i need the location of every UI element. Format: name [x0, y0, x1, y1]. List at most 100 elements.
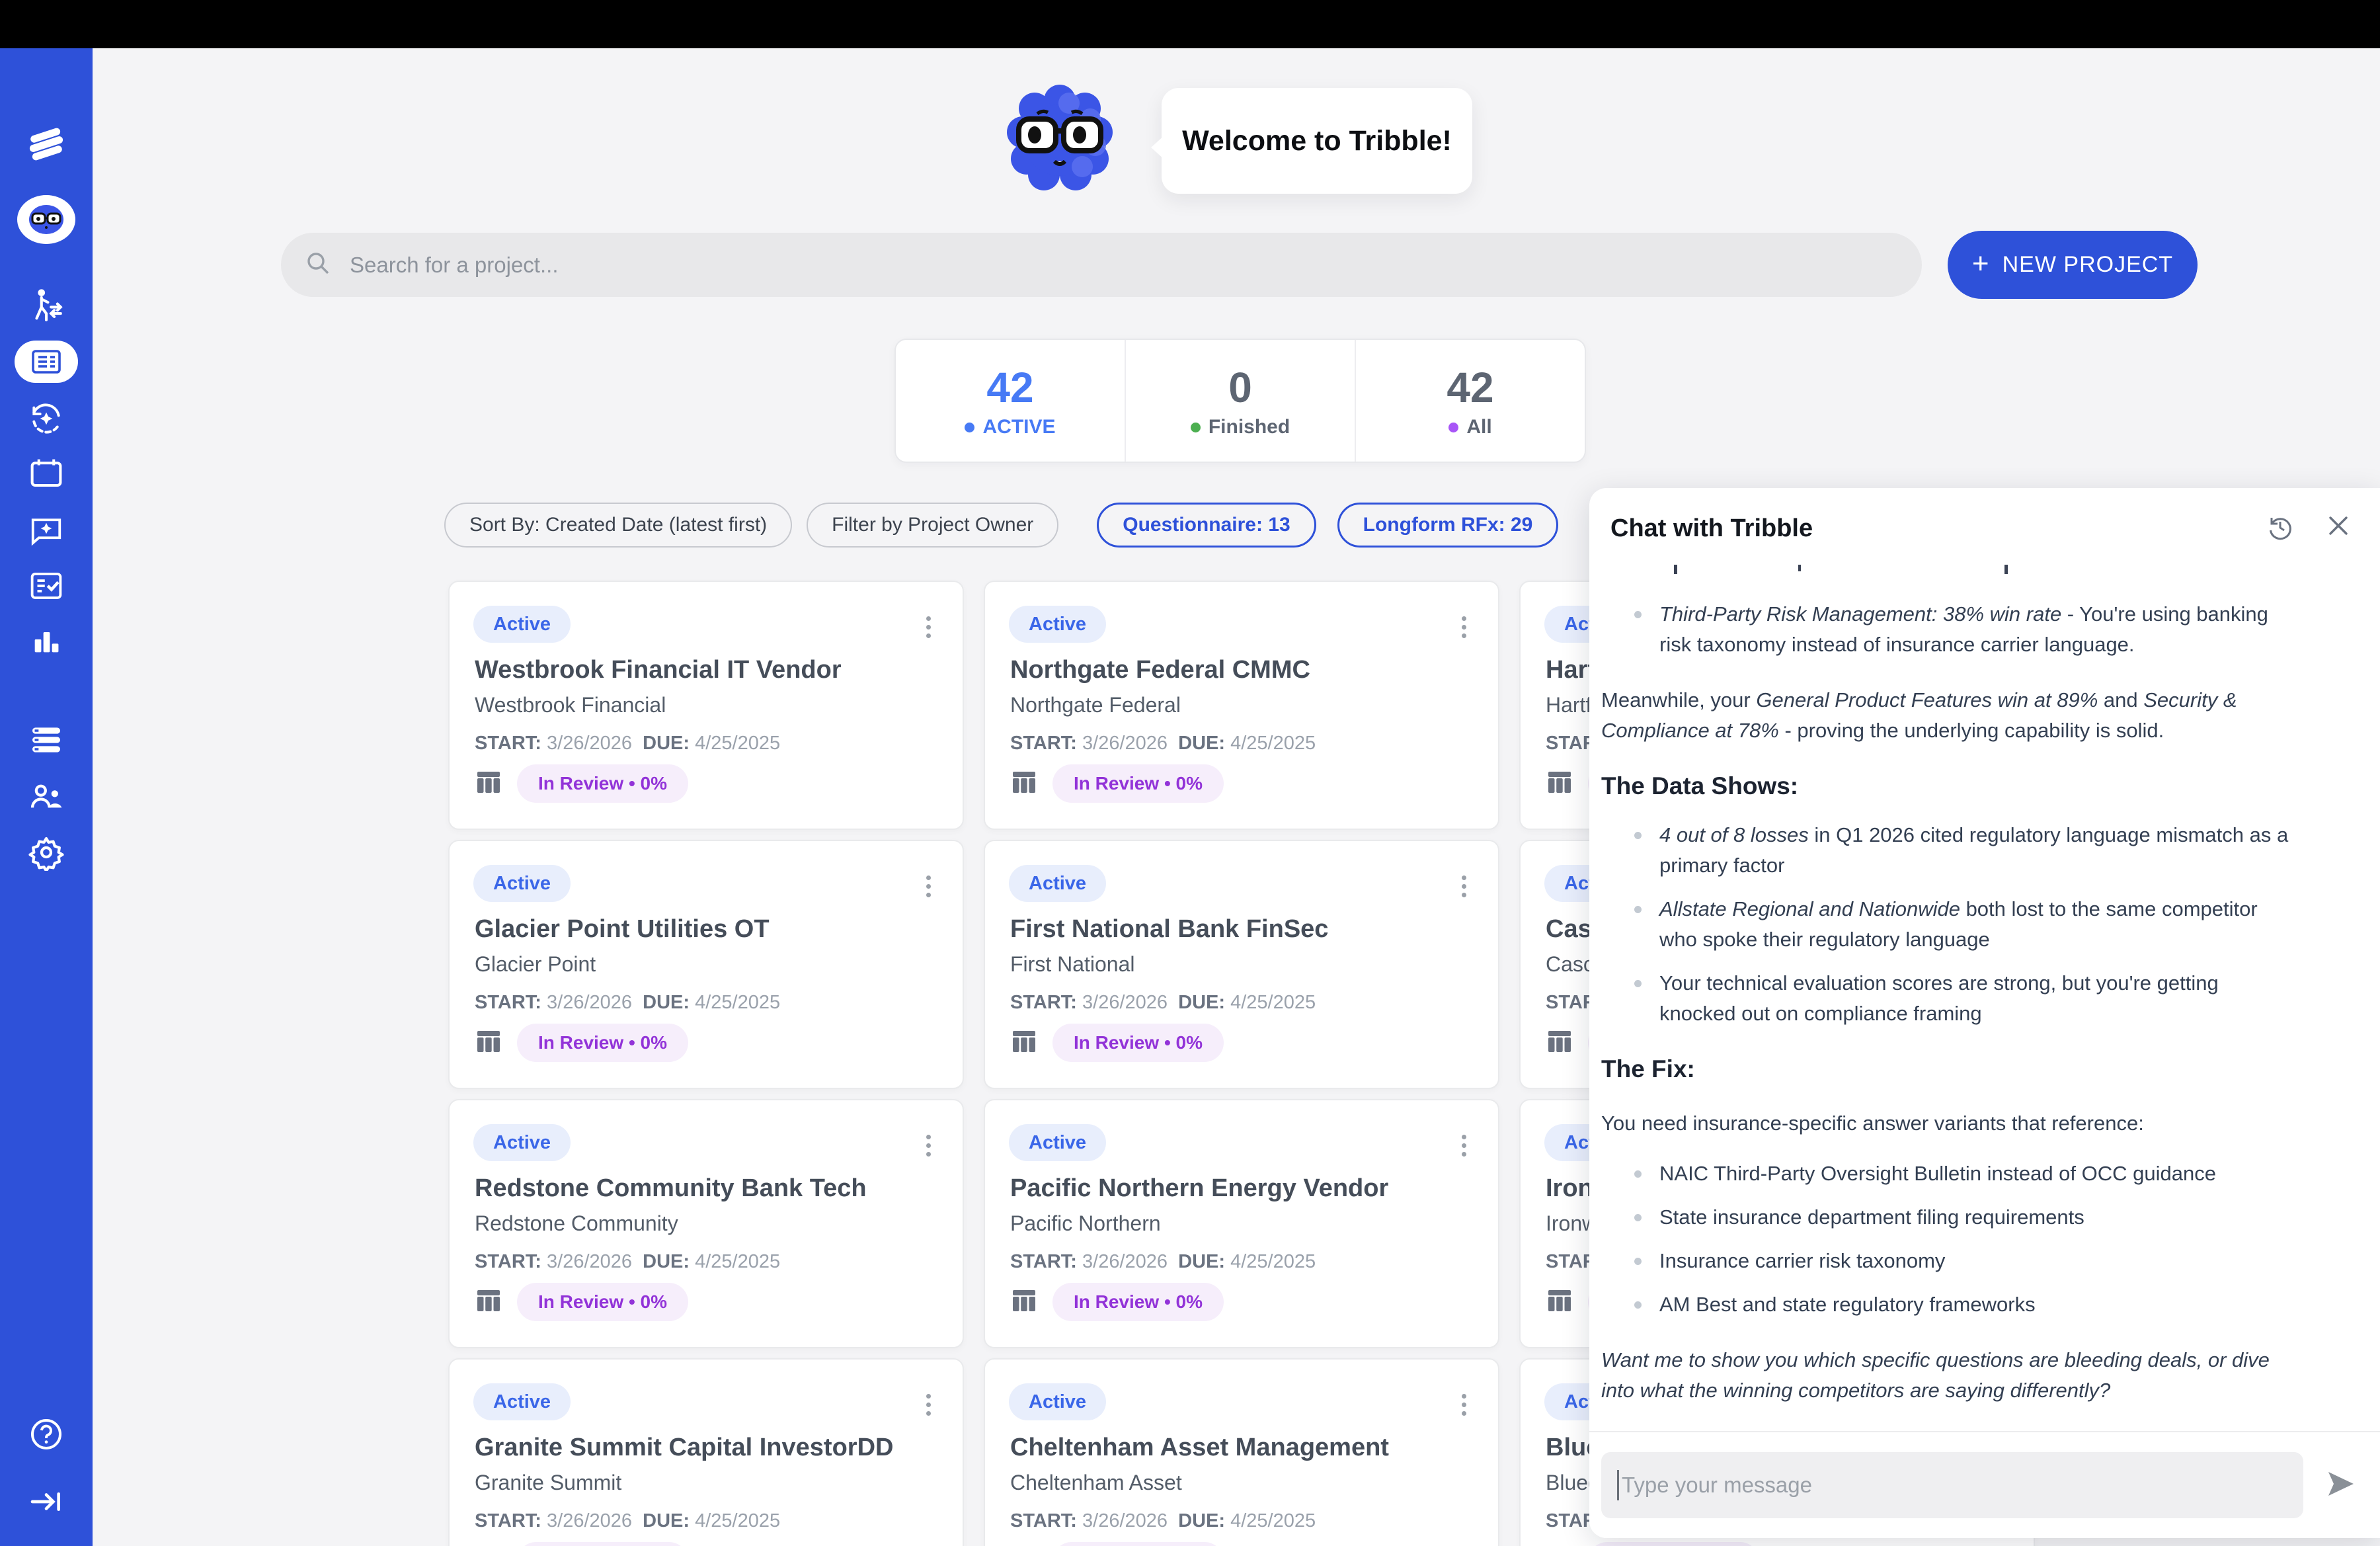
sync-sparkle-icon[interactable]	[0, 400, 93, 437]
project-title: Pacific Northern Energy Vendor	[1010, 1174, 1389, 1202]
status-badge: Active	[473, 606, 571, 643]
stat-label: All	[1448, 416, 1492, 438]
welcome-bubble: Welcome to Tribble!	[1151, 88, 1472, 194]
chat-title: Chat with Tribble	[1610, 514, 1813, 542]
table-grid-icon	[1546, 769, 1573, 799]
filter-chip[interactable]: Filter by Project Owner	[807, 503, 1059, 548]
project-card[interactable]: Active Granite Summit Capital InvestorDD…	[448, 1358, 964, 1546]
status-badge: Active	[1009, 865, 1107, 902]
table-grid-icon	[475, 1287, 502, 1317]
chat-bullet-item: Third-Party Risk Management: 38% win rat…	[1600, 599, 2295, 660]
status-badge: Active	[1009, 1124, 1107, 1161]
system-top-bar	[0, 0, 2380, 48]
welcome-text: Welcome to Tribble!	[1182, 124, 1452, 157]
status-badge: Active	[473, 865, 571, 902]
project-dates: START: 3/26/2026 DUE: 4/25/2025	[475, 733, 781, 754]
kebab-menu-icon[interactable]	[1448, 607, 1480, 647]
chat-panel: Chat with Tribble Third-Party Risk Manag…	[1589, 488, 2380, 1538]
project-subtitle: Ironw	[1546, 1211, 1598, 1235]
search-placeholder: Search for a project...	[350, 252, 559, 277]
chat-bullet-item: State insurance department filing requir…	[1600, 1202, 2295, 1233]
chat-section-heading: The Fix:	[1601, 1055, 1695, 1082]
chat-bullet-item: Your technical evaluation scores are str…	[1600, 968, 2295, 1029]
send-icon[interactable]	[2323, 1467, 2358, 1504]
stat-value: 42	[1447, 364, 1494, 411]
filter-chip[interactable]: Sort By: Created Date (latest first)	[444, 503, 793, 548]
chat-section-heading: The Data Shows:	[1601, 772, 1799, 799]
chat-header: Chat with Tribble	[1589, 488, 2380, 557]
history-icon[interactable]	[2265, 512, 2295, 546]
new-project-button[interactable]: + NEW PROJECT	[1948, 231, 2198, 299]
stat-label: ACTIVE	[965, 416, 1056, 438]
tribble-logo-icon[interactable]	[0, 122, 93, 166]
project-stats-card: 42 ACTIVE 0 Finished 42 All	[894, 339, 1586, 463]
chat-paragraph: Meanwhile, your General Product Features…	[1601, 688, 2237, 742]
review-progress-pill: In Review • 0%	[1052, 1283, 1224, 1321]
users-icon[interactable]	[0, 778, 93, 815]
close-icon[interactable]	[2324, 512, 2352, 546]
calendar-icon[interactable]	[0, 456, 93, 491]
chat-input-placeholder: Type your message	[1622, 1473, 1812, 1497]
project-dates: START: 3/26/2026 DUE: 4/25/2025	[475, 992, 781, 1013]
kebab-menu-icon[interactable]	[1448, 1385, 1480, 1424]
review-progress-pill: In Review • 0%	[517, 1024, 688, 1062]
project-subtitle: Northgate Federal	[1010, 693, 1181, 717]
stat-tab-active[interactable]: 42 ACTIVE	[896, 340, 1125, 462]
mascot-avatar-icon[interactable]	[0, 195, 93, 244]
search-input[interactable]: Search for a project...	[281, 233, 1922, 297]
tribble-mascot	[1000, 82, 1119, 199]
project-card[interactable]: Active Pacific Northern Energy Vendor Pa…	[984, 1099, 1499, 1348]
kebab-menu-icon[interactable]	[1448, 866, 1480, 906]
chat-paragraph: You need insurance-specific answer varia…	[1601, 1112, 2144, 1135]
content-stack-icon[interactable]	[0, 721, 93, 758]
review-progress-pill: In Review • 0%	[1052, 1024, 1224, 1062]
kebab-menu-icon[interactable]	[1448, 1125, 1480, 1165]
filter-chip[interactable]: Questionnaire: 13	[1097, 503, 1316, 548]
kebab-menu-icon[interactable]	[912, 607, 944, 647]
sidebar-item-projects-active[interactable]	[0, 341, 93, 383]
project-card[interactable]: Active Westbrook Financial IT Vendor Wes…	[448, 581, 964, 830]
stat-dot-icon	[1190, 422, 1201, 432]
chat-sparkle-icon[interactable]	[0, 512, 93, 548]
project-card[interactable]: Active Northgate Federal CMMC Northgate …	[984, 581, 1499, 830]
clipped-message-line	[1600, 559, 2295, 575]
chat-bullet-item: 4 out of 8 losses in Q1 2026 cited regul…	[1600, 820, 2295, 881]
table-grid-icon	[1010, 1028, 1038, 1058]
onboarding-walk-icon[interactable]	[0, 286, 93, 325]
table-grid-icon	[1010, 769, 1038, 799]
filter-chip[interactable]: Longform RFx: 29	[1337, 503, 1559, 548]
review-progress-pill: In Review • 0%	[517, 764, 688, 803]
project-subtitle: Cheltenham Asset	[1010, 1471, 1182, 1494]
settings-gear-icon[interactable]	[0, 834, 93, 871]
project-title: Northgate Federal CMMC	[1010, 656, 1310, 684]
project-subtitle: Glacier Point	[475, 952, 596, 976]
stat-tab-all[interactable]: 42 All	[1355, 340, 1585, 462]
project-subtitle: Hartf	[1546, 693, 1592, 717]
search-icon	[303, 249, 333, 281]
project-card[interactable]: Active Glacier Point Utilities OT Glacie…	[448, 840, 964, 1089]
project-subtitle: First National	[1010, 952, 1135, 976]
kebab-menu-icon[interactable]	[912, 1125, 944, 1165]
plus-icon: +	[1971, 247, 1989, 280]
tasks-checklist-icon[interactable]	[0, 568, 93, 604]
stat-tab-finished[interactable]: 0 Finished	[1125, 340, 1355, 462]
project-subtitle: Westbrook Financial	[475, 693, 666, 717]
project-dates: START: 3/26/2026 DUE: 4/25/2025	[475, 1251, 781, 1272]
stat-dot-icon	[965, 422, 975, 432]
review-progress-pill: In Review • 0%	[1052, 764, 1224, 803]
project-card[interactable]: Active Cheltenham Asset Management Chelt…	[984, 1358, 1499, 1546]
table-grid-icon	[475, 769, 502, 799]
project-dates: START: 3/26/2026 DUE: 4/25/2025	[1010, 1251, 1316, 1272]
kebab-menu-icon[interactable]	[912, 866, 944, 906]
help-icon[interactable]	[0, 1416, 93, 1453]
project-card[interactable]: Active First National Bank FinSec First …	[984, 840, 1499, 1089]
chat-message-input[interactable]: Type your message	[1601, 1452, 2303, 1518]
sign-out-icon[interactable]	[0, 1483, 93, 1520]
chat-bullet-item: Allstate Regional and Nationwide both lo…	[1600, 894, 2295, 955]
kebab-menu-icon[interactable]	[912, 1385, 944, 1424]
analytics-bars-icon[interactable]	[0, 624, 93, 658]
project-card[interactable]: Active Redstone Community Bank Tech Reds…	[448, 1099, 964, 1348]
project-title: Granite Summit Capital InvestorDD	[475, 1434, 894, 1461]
chat-bullet-list: Third-Party Risk Management: 38% win rat…	[1600, 599, 2295, 660]
